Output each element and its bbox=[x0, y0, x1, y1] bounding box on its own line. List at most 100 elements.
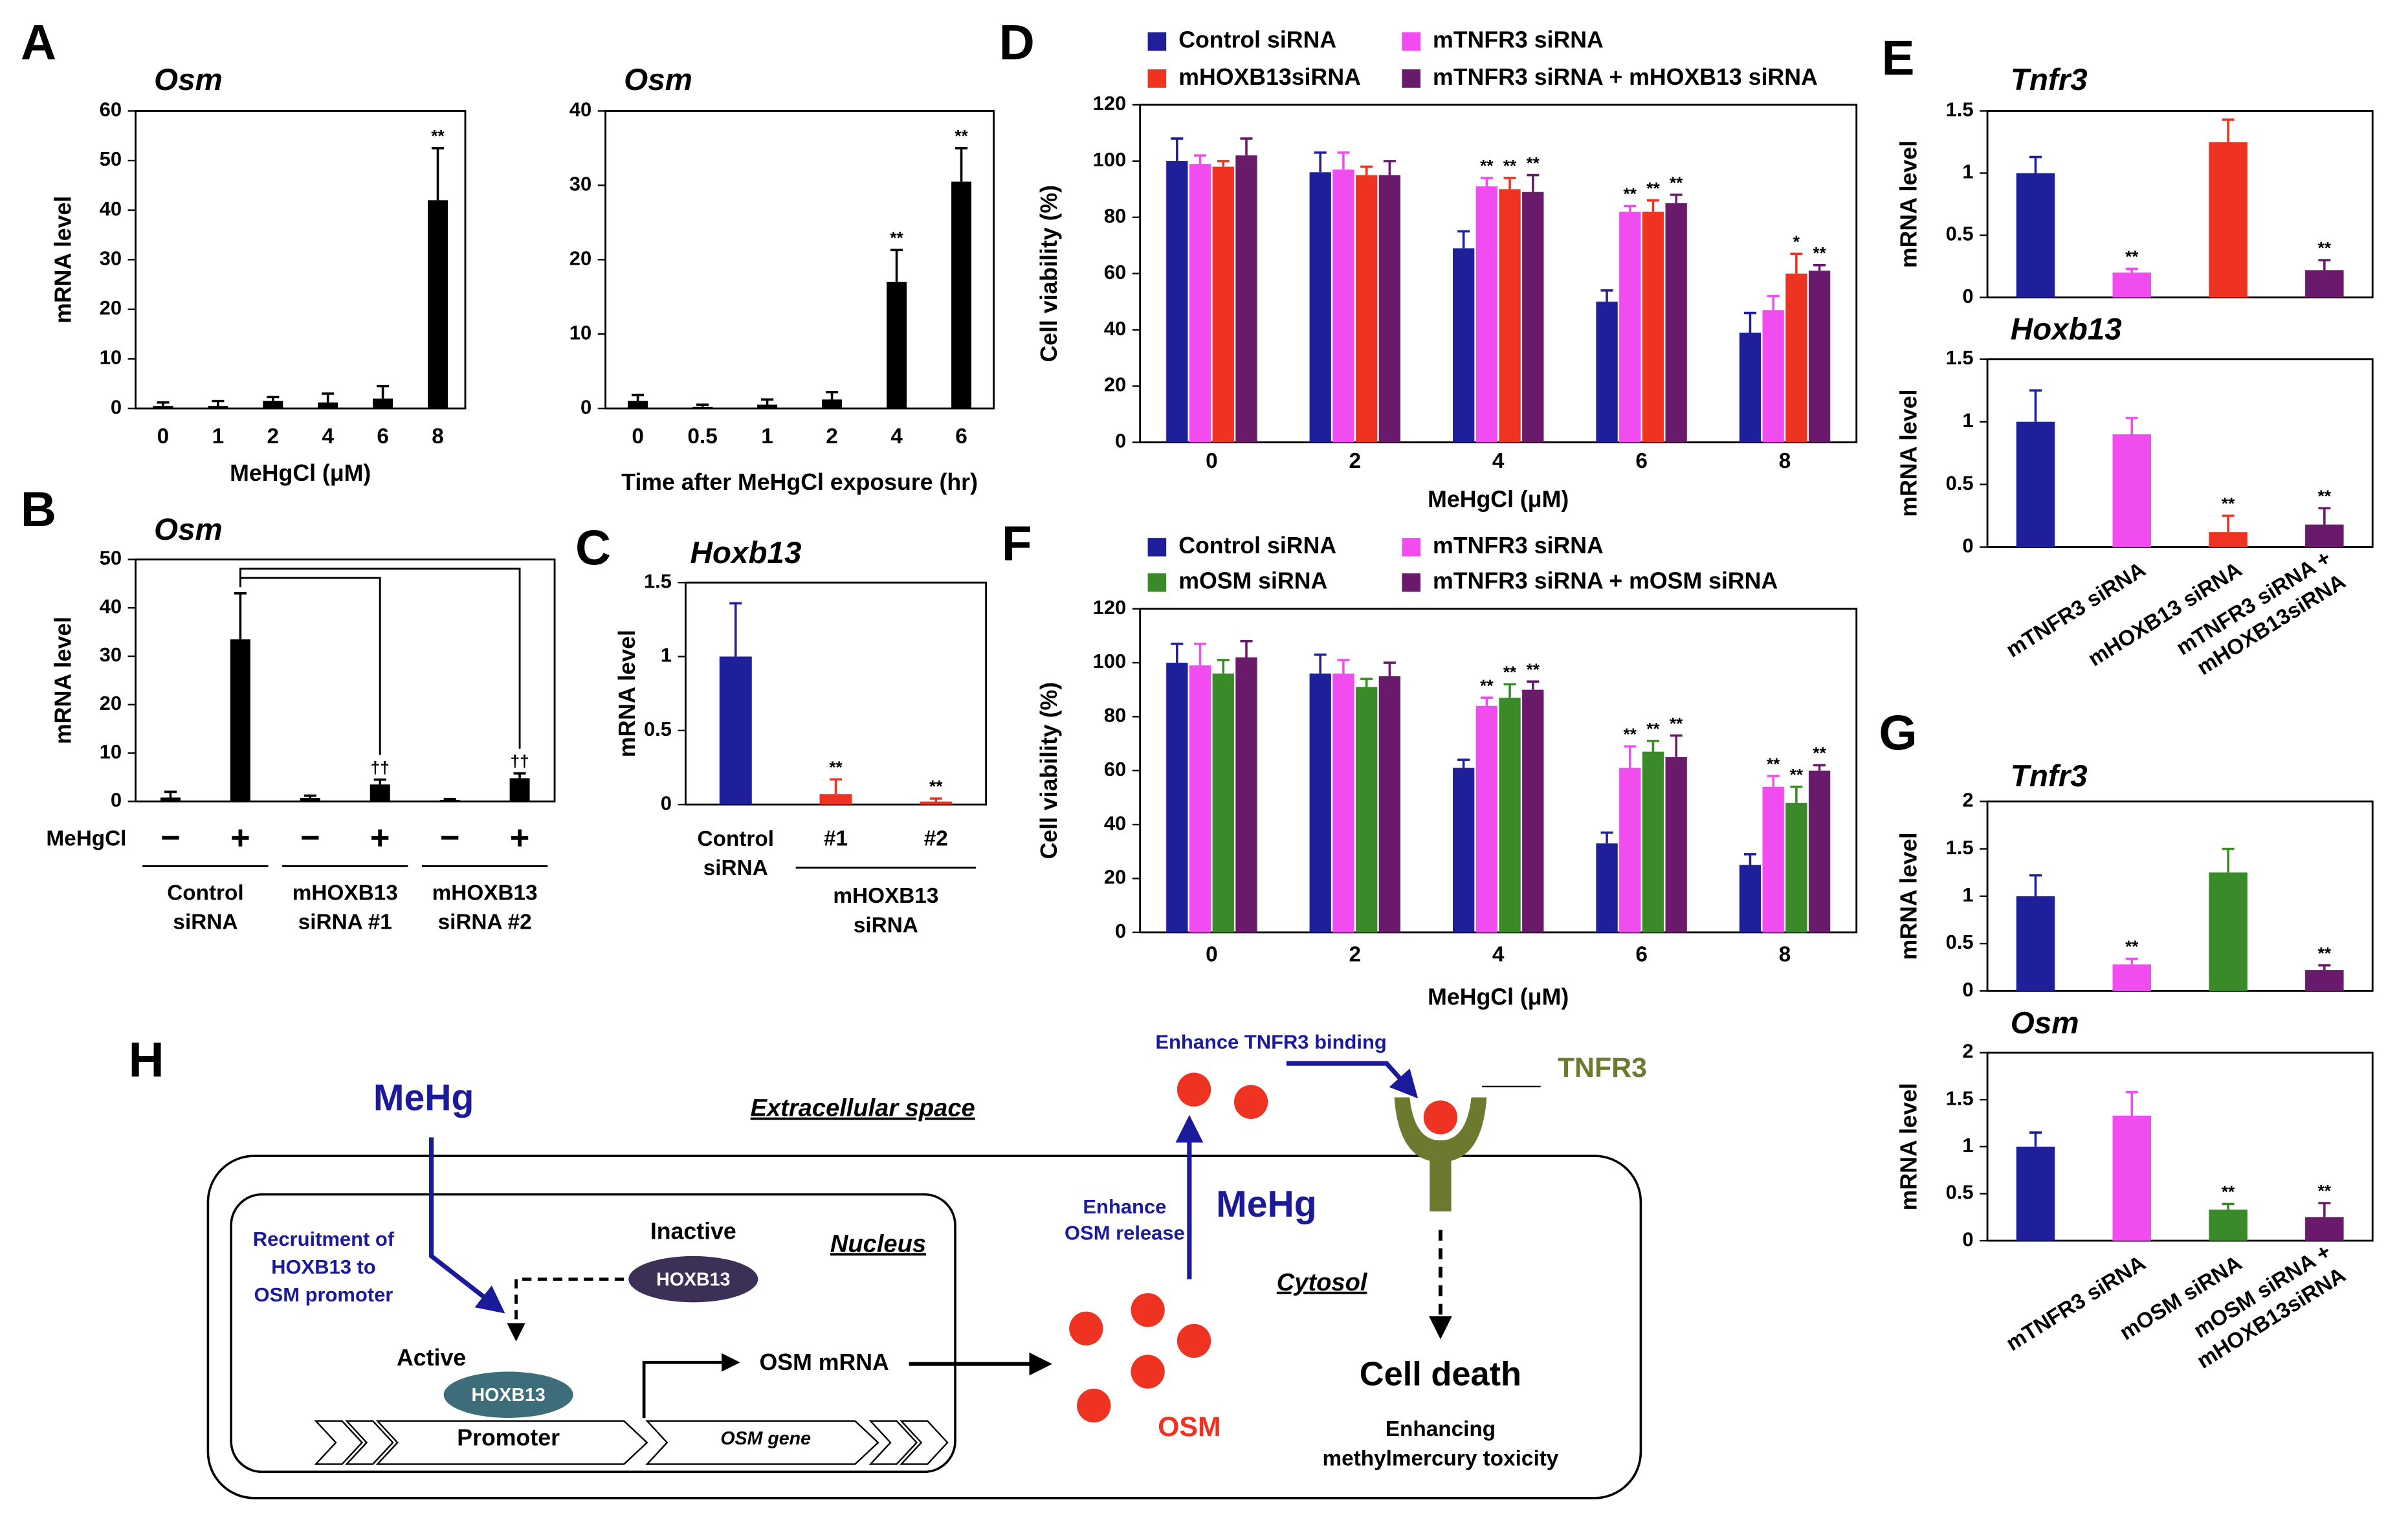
bar bbox=[1452, 768, 1475, 933]
y-tick-label: 50 bbox=[100, 148, 122, 170]
error-bar bbox=[2222, 1202, 2235, 1210]
error-bar bbox=[829, 778, 843, 795]
bar bbox=[819, 794, 852, 805]
y-tick-label: 40 bbox=[569, 98, 591, 121]
significance: †† bbox=[511, 751, 529, 771]
mrna-label: OSM mRNA bbox=[760, 1349, 889, 1375]
error-bar bbox=[377, 384, 390, 399]
bar bbox=[1762, 310, 1784, 443]
error-bar bbox=[826, 391, 839, 400]
bar bbox=[1665, 203, 1687, 443]
error-bar bbox=[632, 393, 645, 401]
chart-title: Osm bbox=[154, 63, 223, 97]
x-tick-label-line: Control bbox=[698, 827, 774, 851]
error-bar bbox=[1457, 758, 1470, 768]
error-bar bbox=[2222, 847, 2235, 873]
y-tick-label: 0.5 bbox=[1946, 1181, 1974, 1204]
error-bar bbox=[1527, 680, 1540, 690]
activation-arrow bbox=[507, 1277, 624, 1342]
error-bar bbox=[1600, 831, 1613, 844]
error-bar bbox=[513, 772, 526, 779]
x-tick-label: Control siRNA bbox=[698, 827, 774, 880]
error-bar bbox=[2222, 118, 2235, 142]
bar bbox=[1499, 189, 1521, 443]
group-label-line: Control bbox=[167, 881, 243, 905]
y-tick-label: 40 bbox=[1104, 317, 1126, 340]
bar bbox=[1166, 663, 1188, 933]
bar bbox=[509, 778, 530, 802]
bar bbox=[2305, 524, 2344, 547]
error-bar bbox=[212, 399, 225, 406]
bar bbox=[373, 398, 393, 409]
error-bar bbox=[2029, 389, 2042, 422]
y-tick-label: 0 bbox=[1962, 1228, 1973, 1250]
y-tick-label: 120 bbox=[1093, 596, 1127, 619]
y-tick-label: 1.5 bbox=[644, 570, 672, 592]
y-tick-label: 1.5 bbox=[1946, 98, 1974, 121]
error-bar bbox=[1790, 252, 1803, 274]
x-tick-label: 0 bbox=[632, 425, 644, 448]
legend-label: mTNFR3 siRNA + mHOXB13 siRNA bbox=[1433, 64, 1818, 90]
x-tick-label: 4 bbox=[1492, 942, 1505, 966]
y-tick-label: 60 bbox=[1104, 758, 1126, 780]
bar bbox=[1378, 175, 1401, 443]
legend-swatch bbox=[1402, 538, 1420, 557]
osm-molecules bbox=[1069, 1072, 1268, 1423]
bar bbox=[1332, 169, 1354, 443]
bar bbox=[1378, 676, 1401, 933]
significance: ** bbox=[1480, 676, 1494, 695]
legend-swatch bbox=[1402, 69, 1420, 88]
bar bbox=[757, 404, 778, 409]
cell-death-label: Cell death bbox=[1360, 1356, 1521, 1393]
group-label-line: siRNA #2 bbox=[438, 910, 532, 934]
nucleus-outline bbox=[230, 1193, 956, 1474]
y-axis-label: mRNA level bbox=[50, 196, 76, 324]
bar bbox=[1355, 175, 1378, 443]
bar bbox=[2112, 272, 2152, 298]
error-bar bbox=[1743, 853, 1756, 865]
y-axis-label: mRNA level bbox=[1895, 390, 1921, 517]
x-axis-label: MeHgCl (μM) bbox=[230, 460, 371, 486]
y-tick-label: 100 bbox=[1093, 650, 1127, 672]
y-tick-label: 60 bbox=[100, 98, 122, 121]
bar bbox=[1475, 705, 1498, 933]
bar bbox=[1808, 770, 1831, 933]
promoter-shape bbox=[375, 1420, 648, 1465]
error-bar bbox=[929, 797, 942, 802]
y-axis-label: mRNA level bbox=[50, 617, 76, 744]
significance: ** bbox=[1503, 156, 1517, 175]
error-bar bbox=[2029, 155, 2042, 173]
bar bbox=[230, 639, 250, 802]
significance: ** bbox=[955, 126, 968, 146]
plot-frame bbox=[135, 110, 467, 410]
y-tick-label: 0 bbox=[1962, 978, 1973, 1001]
x-tick-label: 2 bbox=[1349, 449, 1362, 473]
extracellular-label: Extracellular space bbox=[751, 1095, 975, 1122]
error-bar bbox=[1624, 745, 1637, 768]
error-bar bbox=[2029, 1131, 2042, 1147]
bar bbox=[1619, 768, 1641, 933]
bar bbox=[2305, 270, 2344, 298]
error-bar bbox=[729, 602, 742, 657]
y-tick-label: 1.5 bbox=[1946, 836, 1974, 859]
error-bar bbox=[1670, 194, 1683, 204]
significance: ** bbox=[2318, 1181, 2332, 1200]
chevron bbox=[899, 1420, 949, 1465]
release-label: Enhance OSM release bbox=[1065, 1195, 1185, 1244]
legend-label: mTNFR3 siRNA bbox=[1433, 533, 1604, 558]
x-tick-label: 0.5 bbox=[687, 425, 717, 448]
y-tick-label: 50 bbox=[100, 547, 122, 570]
bar bbox=[160, 797, 181, 802]
bar bbox=[1355, 687, 1378, 933]
error-bar bbox=[1767, 775, 1780, 787]
x-tick-label: 1 bbox=[212, 425, 225, 448]
panel-letter: H bbox=[129, 1032, 164, 1087]
x-axis-label: MeHgCl (μM) bbox=[1428, 486, 1569, 512]
hoxb13-active-label: HOXB13 bbox=[471, 1385, 545, 1406]
bar bbox=[920, 801, 953, 805]
x-tick-label: − bbox=[300, 819, 320, 857]
legend-label: mTNFR3 siRNA bbox=[1433, 27, 1604, 53]
bar bbox=[1665, 757, 1687, 933]
significance: ** bbox=[2222, 1182, 2235, 1202]
significance: ** bbox=[1624, 724, 1637, 744]
